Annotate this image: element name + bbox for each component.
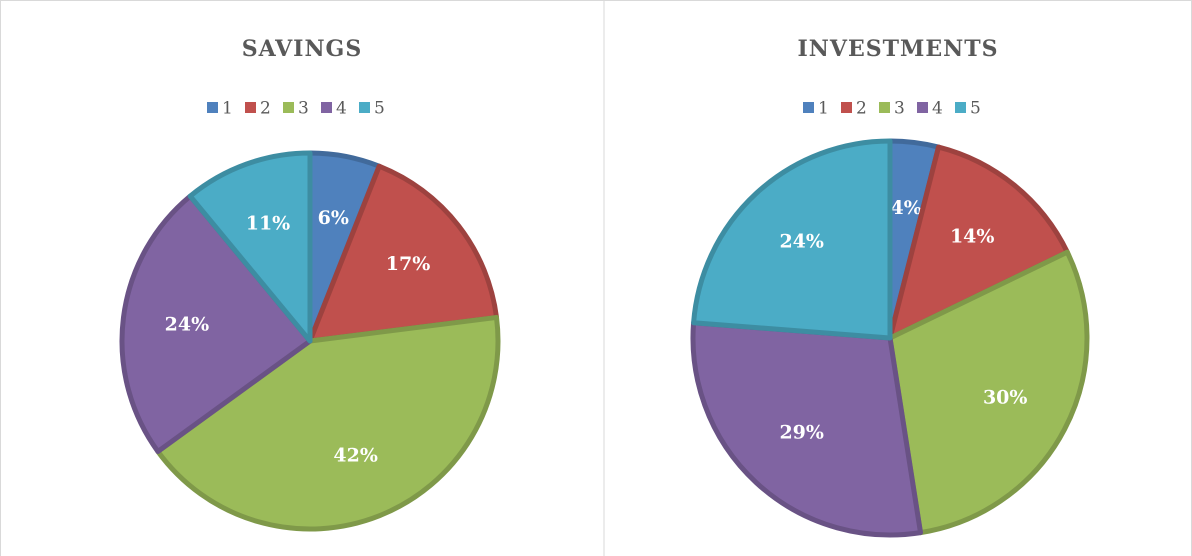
legend-label: 2 <box>260 99 271 119</box>
chart-title: INVESTMENTS <box>798 36 999 62</box>
data-label: 29% <box>779 421 824 443</box>
legend-swatch <box>955 102 966 113</box>
legend-swatch <box>245 102 256 113</box>
pie-slice <box>187 150 313 344</box>
data-label: 42% <box>333 444 378 466</box>
legend-swatch <box>359 102 370 113</box>
legend-swatch <box>917 102 928 113</box>
data-label: 24% <box>779 231 824 253</box>
pie-slice <box>690 320 924 538</box>
pie-slice <box>887 249 1090 536</box>
legend-swatch <box>207 102 218 113</box>
legend-swatch <box>841 102 852 113</box>
pie-slice <box>155 314 501 532</box>
legend-label: 1 <box>222 99 233 119</box>
pie-slice <box>307 163 500 344</box>
chart-title: SAVINGS <box>242 36 363 62</box>
legend-label: 3 <box>894 99 905 119</box>
legend-label: 5 <box>374 99 385 119</box>
data-label: 24% <box>165 313 210 335</box>
legend-label: 5 <box>970 99 981 119</box>
data-label: 4% <box>890 197 921 219</box>
data-label: 30% <box>983 386 1028 408</box>
legend-label: 2 <box>856 99 867 119</box>
legend-label: 1 <box>818 99 829 119</box>
legend-label: 4 <box>336 99 347 119</box>
pie-slice <box>119 193 313 455</box>
legend-swatch <box>321 102 332 113</box>
data-label: 11% <box>246 212 291 234</box>
data-label: 6% <box>318 207 349 229</box>
data-label: 17% <box>386 253 431 275</box>
legend-swatch <box>283 102 294 113</box>
legend-label: 3 <box>298 99 309 119</box>
legend-swatch <box>879 102 890 113</box>
data-label: 14% <box>950 225 995 247</box>
legend-swatch <box>803 102 814 113</box>
pie-slice <box>887 144 1070 341</box>
legend-label: 4 <box>932 99 943 119</box>
pie-slice <box>691 138 893 341</box>
